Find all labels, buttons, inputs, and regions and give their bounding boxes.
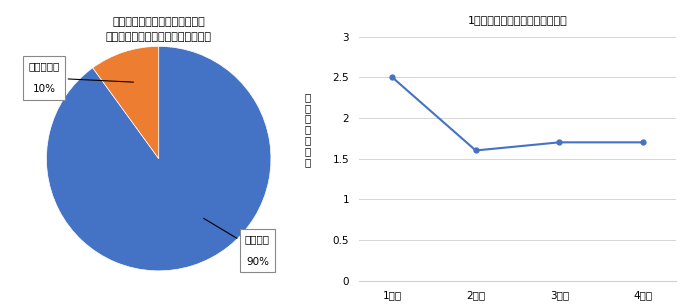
Wedge shape bbox=[46, 46, 271, 271]
Text: 食品ロスダイアリーに参加して: 食品ロスダイアリーに参加して bbox=[112, 17, 205, 27]
Text: 食品ロス削減への意識が高まったか: 食品ロス削減への意識が高まったか bbox=[106, 32, 212, 42]
Wedge shape bbox=[92, 46, 159, 159]
Text: 高まった

90%: 高まった 90% bbox=[204, 218, 270, 267]
Text: 変わらない

10%: 変わらない 10% bbox=[28, 61, 133, 94]
Y-axis label: 発
生
回
数
（
回
）: 発 生 回 数 （ 回 ） bbox=[305, 92, 311, 167]
Title: 1世帯当たりの食品ロス発生回数: 1世帯当たりの食品ロス発生回数 bbox=[468, 15, 567, 25]
